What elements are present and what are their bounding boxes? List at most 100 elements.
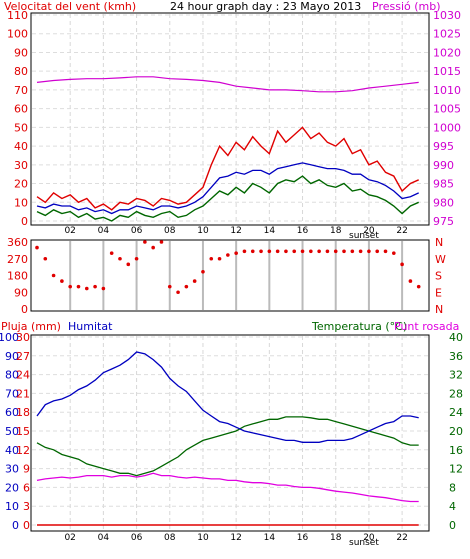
y-tick-right-p1-5: 1000 (433, 121, 461, 134)
direction-point (118, 256, 122, 261)
y-tick-humidity-9: 90 (5, 350, 19, 363)
y-tick-left-p1-9: 90 (14, 46, 28, 59)
direction-point (68, 284, 72, 289)
y-tick-left-p1-8: 80 (14, 65, 28, 78)
direction-point (76, 284, 81, 289)
direction-point (51, 273, 56, 278)
y-tick-right-p2-1: E (435, 286, 442, 299)
y-tick-rain-5: 15 (16, 425, 30, 438)
y-tick-right-p2-4: N (435, 236, 443, 249)
direction-point (309, 249, 313, 254)
y-tick-rain-7: 21 (16, 387, 30, 400)
direction-point (416, 284, 421, 289)
direction-point (234, 251, 238, 255)
direction-point (375, 249, 380, 254)
wind-min-line (36, 175, 419, 222)
y-tick-right-p2-0: N (435, 303, 443, 316)
y-tick-right-p1-4: 995 (433, 140, 454, 153)
y-tick-right-p3-3: 12 (449, 463, 463, 476)
temp-label: Temperatura (°C) (311, 320, 407, 333)
y-tick-right-p3-5: 20 (449, 425, 463, 438)
y-tick-right-p3-10: 40 (449, 331, 463, 344)
y-tick-left-p1-5: 50 (14, 121, 28, 134)
x-tick-p3-3: 08 (164, 533, 176, 543)
y-tick-rain-8: 24 (16, 369, 30, 382)
y-tick-humidity-3: 30 (5, 463, 19, 476)
x-tick-p3-10: 22 (396, 533, 407, 543)
direction-point (392, 251, 396, 255)
direction-point (342, 249, 346, 254)
direction-point (267, 249, 272, 254)
y-tick-left-p2-1: 90 (14, 286, 28, 299)
y-tick-left-p2-4: 360 (7, 236, 28, 249)
direction-point (226, 253, 230, 257)
y-tick-humidity-2: 20 (5, 481, 19, 494)
x-tick-p1-9: 20 (363, 226, 375, 236)
y-tick-rain-2: 6 (23, 481, 30, 494)
panel2-frame (30, 239, 430, 312)
y-tick-left-p1-11: 110 (7, 9, 28, 22)
x-tick-p3-5: 12 (230, 533, 241, 543)
y-tick-rain-9: 27 (16, 350, 30, 363)
graph-title: 24 hour graph day : 23 Mayo 2013 (170, 0, 361, 13)
y-tick-left-p1-2: 20 (14, 178, 28, 191)
y-tick-rain-10: 30 (16, 331, 30, 344)
x-tick-p1-10: 22 (396, 226, 407, 236)
y-tick-right-p3-9: 36 (449, 350, 463, 363)
x-tick-p3-6: 14 (264, 533, 276, 543)
wind-label: Velocitat del vent (kmh) (4, 0, 136, 13)
direction-point (134, 256, 139, 261)
y-tick-right-p1-1: 980 (433, 196, 454, 209)
direction-point (284, 249, 288, 254)
y-tick-right-p2-3: W (435, 253, 446, 266)
direction-point (84, 286, 89, 291)
x-tick-p3-8: 18 (330, 533, 342, 543)
y-tick-rain-1: 3 (23, 500, 30, 513)
direction-point (242, 249, 247, 254)
direction-point (143, 240, 147, 244)
direction-point (275, 249, 280, 254)
direction-point (317, 249, 321, 254)
y-tick-humidity-7: 70 (5, 387, 19, 400)
direction-point (101, 286, 106, 291)
y-tick-left-p1-4: 40 (14, 140, 28, 153)
y-tick-right-p3-8: 32 (449, 369, 463, 382)
y-tick-left-p1-1: 10 (14, 196, 28, 209)
y-tick-right-p1-9: 1020 (433, 46, 461, 59)
rain-label: Pluja (mm) (1, 320, 61, 333)
x-tick-p3-1: 04 (98, 533, 110, 543)
y-tick-right-p1-7: 1010 (433, 84, 461, 97)
direction-point (192, 279, 197, 283)
y-tick-right-p3-1: 4 (449, 500, 456, 513)
direction-point (109, 251, 114, 255)
direction-point (93, 284, 97, 289)
direction-point (217, 256, 222, 261)
x-tick-p1-1: 04 (98, 226, 110, 236)
x-tick-p1-4: 10 (197, 226, 209, 236)
wind-gust-line (36, 126, 419, 211)
y-tick-right-p3-0: 0 (449, 519, 456, 532)
y-tick-rain-6: 18 (16, 406, 30, 419)
y-tick-rain-4: 12 (16, 444, 30, 457)
direction-point (151, 245, 155, 250)
direction-point (383, 249, 388, 254)
x-tick-p1-0: 02 (64, 226, 75, 236)
x-tick-p3-0: 02 (64, 533, 75, 543)
y-tick-right-p3-4: 16 (449, 444, 463, 457)
x-tick-p1-5: 12 (230, 226, 241, 236)
y-tick-right-p3-2: 8 (449, 481, 456, 494)
y-tick-rain-3: 9 (23, 463, 30, 476)
x-tick-p1-7: 16 (297, 226, 309, 236)
direction-point (167, 284, 172, 289)
y-tick-humidity-5: 50 (5, 425, 19, 438)
x-tick-p1-8: 18 (330, 226, 342, 236)
dewpoint-line (36, 472, 419, 503)
direction-point (201, 269, 205, 274)
sunset-label-bottom: sunset (349, 538, 379, 548)
direction-point (259, 249, 263, 254)
direction-point (408, 279, 413, 283)
direction-point (184, 284, 189, 289)
y-tick-rain-0: 0 (23, 519, 30, 532)
